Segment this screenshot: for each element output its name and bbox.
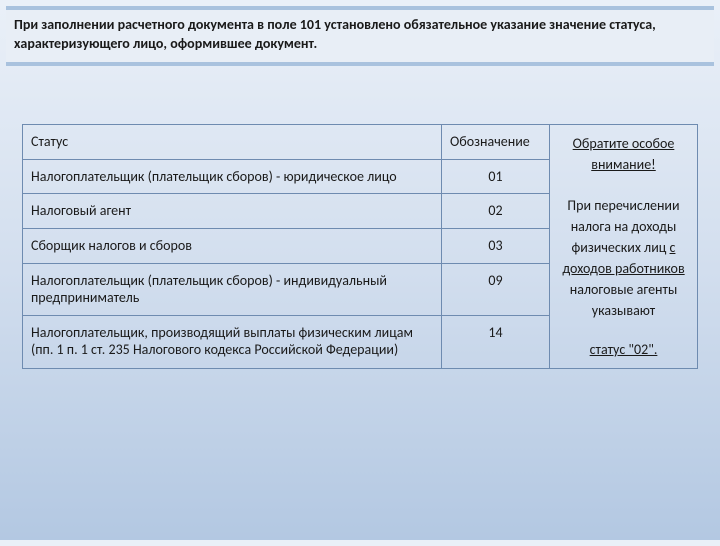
table-header-row: Статус Обозначение <box>23 124 550 159</box>
table-row: Налогоплательщик, производящий выплаты ф… <box>23 316 550 368</box>
cell-status: Налоговый агент <box>23 194 442 229</box>
note-body: При перечислении налога на доходы физиче… <box>558 195 689 321</box>
cell-status: Налогоплательщик (плательщик сборов) - и… <box>23 264 442 316</box>
table-row: Сборщик налогов и сборов 03 <box>23 229 550 264</box>
table-row: Налогоплательщик (плательщик сборов) - ю… <box>23 159 550 194</box>
header-status: Статус <box>23 124 442 159</box>
table-row: Налогоплательщик (плательщик сборов) - и… <box>23 264 550 316</box>
note-title: Обратите особое внимание! <box>558 133 689 175</box>
cell-code: 01 <box>442 159 550 194</box>
header-code: Обозначение <box>442 124 550 159</box>
cell-status: Сборщик налогов и сборов <box>23 229 442 264</box>
banner: При заполнении расчетного документа в по… <box>6 6 714 66</box>
cell-status: Налогоплательщик (плательщик сборов) - ю… <box>23 159 442 194</box>
cell-code: 02 <box>442 194 550 229</box>
content-area: Статус Обозначение Налогоплательщик (пла… <box>0 66 720 369</box>
note-status: статус "02". <box>590 341 658 358</box>
note-body-pre: При перечислении налога на доходы физиче… <box>567 197 679 256</box>
cell-code: 09 <box>442 264 550 316</box>
status-table: Статус Обозначение Налогоплательщик (пла… <box>22 124 550 369</box>
cell-status: Налогоплательщик, производящий выплаты ф… <box>23 316 442 368</box>
banner-text: При заполнении расчетного документа в по… <box>14 16 656 52</box>
note-column: Обратите особое внимание! При перечислен… <box>550 124 698 369</box>
cell-code: 14 <box>442 316 550 368</box>
note-body-post: налоговые агенты указывают <box>570 281 678 319</box>
cell-code: 03 <box>442 229 550 264</box>
table-row: Налоговый агент 02 <box>23 194 550 229</box>
